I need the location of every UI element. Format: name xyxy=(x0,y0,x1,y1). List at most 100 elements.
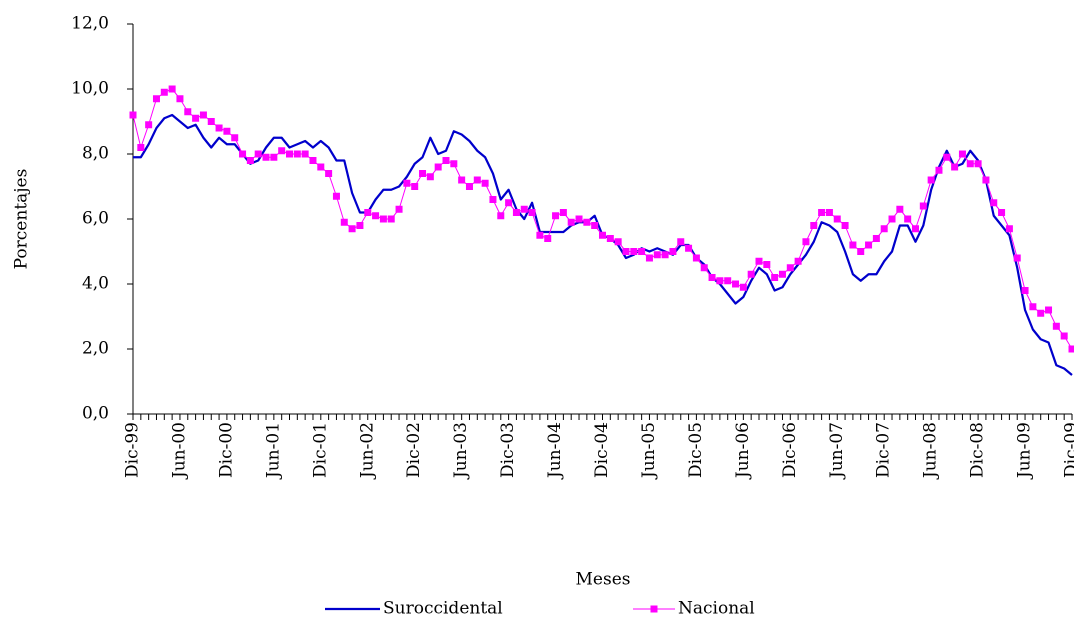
marker xyxy=(724,277,732,285)
marker xyxy=(630,248,638,255)
marker xyxy=(825,209,833,216)
marker xyxy=(544,235,552,242)
marker xyxy=(1029,303,1037,311)
marker xyxy=(716,277,724,285)
marker xyxy=(943,153,951,161)
marker xyxy=(739,283,747,291)
marker xyxy=(653,251,661,259)
marker xyxy=(622,248,630,255)
marker xyxy=(1013,254,1021,262)
marker xyxy=(340,218,348,226)
marker xyxy=(293,150,301,158)
x-tick-label: Dic-08 xyxy=(968,422,988,478)
marker xyxy=(512,209,520,216)
marker xyxy=(262,153,270,161)
y-tick-label: 4,0 xyxy=(82,274,109,294)
marker xyxy=(403,179,411,187)
marker xyxy=(645,254,653,262)
marker xyxy=(661,251,669,259)
marker xyxy=(802,238,810,246)
y-tick-label: 6,0 xyxy=(82,209,109,229)
marker xyxy=(387,215,395,223)
marker xyxy=(771,274,779,281)
y-tick-label: 10,0 xyxy=(71,79,109,99)
marker xyxy=(325,170,333,177)
marker xyxy=(700,264,708,272)
marker xyxy=(246,157,254,164)
marker xyxy=(912,225,919,233)
marker xyxy=(904,215,912,223)
marker xyxy=(207,118,215,125)
marker xyxy=(458,176,466,184)
x-tick-label: Jun-01 xyxy=(263,422,283,480)
marker xyxy=(184,108,192,116)
marker xyxy=(575,215,583,223)
y-tick-label: 8,0 xyxy=(82,144,109,164)
marker xyxy=(669,248,677,255)
legend-label: Suroccidental xyxy=(383,599,503,619)
marker xyxy=(919,202,927,210)
marker xyxy=(1021,287,1029,294)
x-tick-label: Jun-06 xyxy=(733,422,753,480)
marker xyxy=(998,209,1006,216)
marker xyxy=(685,244,693,252)
marker xyxy=(239,150,247,158)
x-tick-label: Dic-02 xyxy=(404,422,424,478)
x-tick-label: Jun-04 xyxy=(545,422,565,480)
marker xyxy=(505,199,513,207)
x-tick-label: Jun-00 xyxy=(169,422,189,480)
marker xyxy=(638,248,646,255)
marker xyxy=(278,147,286,155)
x-tick-label: Jun-02 xyxy=(357,422,377,480)
x-tick-label: Jun-05 xyxy=(639,422,659,480)
marker xyxy=(755,257,763,265)
marker xyxy=(552,212,560,220)
y-tick-label: 12,0 xyxy=(71,14,109,34)
marker xyxy=(1037,309,1045,317)
marker xyxy=(1068,345,1074,353)
marker xyxy=(348,225,356,233)
marker xyxy=(818,209,826,216)
marker xyxy=(372,212,380,220)
x-tick-label: Dic-00 xyxy=(216,422,236,478)
marker xyxy=(1005,225,1013,233)
marker xyxy=(528,209,536,216)
x-tick-label: Jun-09 xyxy=(1015,422,1035,480)
marker xyxy=(606,235,614,242)
marker xyxy=(419,170,427,177)
marker xyxy=(137,144,145,151)
marker xyxy=(982,176,990,184)
marker xyxy=(129,111,137,119)
x-tick-label: Jun-07 xyxy=(827,422,847,480)
marker xyxy=(747,270,755,278)
marker xyxy=(559,209,567,216)
marker xyxy=(990,199,998,207)
marker xyxy=(145,121,153,129)
marker xyxy=(1045,306,1053,314)
marker xyxy=(614,238,622,246)
marker xyxy=(442,157,450,164)
marker xyxy=(880,225,888,233)
marker xyxy=(168,85,176,93)
marker xyxy=(841,222,849,229)
marker xyxy=(426,173,434,181)
marker xyxy=(379,215,387,223)
marker xyxy=(888,215,896,223)
marker xyxy=(356,222,364,229)
marker xyxy=(481,179,489,187)
marker xyxy=(951,163,959,171)
x-tick-label: Dic-07 xyxy=(874,422,894,478)
marker xyxy=(966,160,974,168)
marker xyxy=(497,212,505,220)
marker xyxy=(927,176,935,184)
marker xyxy=(833,215,841,223)
y-tick-label: 2,0 xyxy=(82,339,109,359)
marker xyxy=(411,183,419,190)
marker xyxy=(270,153,278,161)
x-tick-label: Dic-03 xyxy=(498,422,518,478)
marker xyxy=(732,280,740,288)
marker xyxy=(450,160,458,168)
y-tick-label: 0,0 xyxy=(82,404,109,424)
marker xyxy=(160,88,168,96)
